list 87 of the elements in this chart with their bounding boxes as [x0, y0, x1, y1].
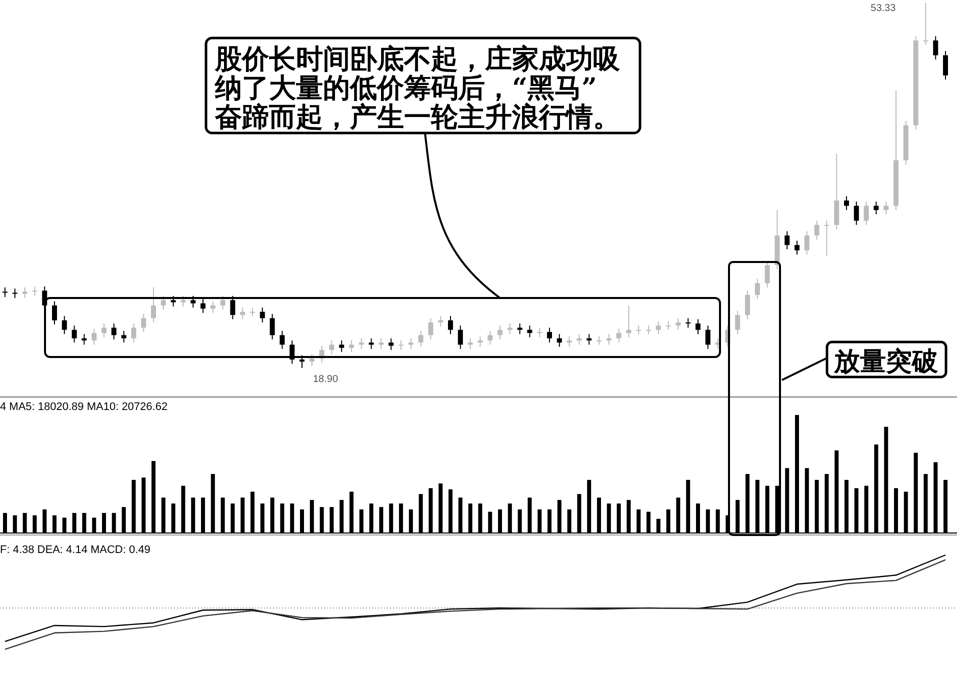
candlestick: [190, 295, 196, 308]
candlestick: [507, 322, 512, 335]
candlestick: [586, 334, 592, 346]
candlestick: [656, 320, 661, 335]
candlestick: [854, 201, 859, 226]
candlestick: [309, 354, 314, 366]
candlestick: [260, 307, 265, 323]
candlestick: [517, 322, 522, 335]
candlestick: [62, 316, 67, 335]
candlestick: [606, 334, 612, 346]
candlestick: [141, 313, 146, 332]
candlestick: [468, 338, 473, 350]
candlestick: [210, 300, 216, 314]
candlestick: [556, 334, 562, 348]
text: 4 MA5: 18020.89 MA10: 20726.62: [0, 401, 168, 413]
candlestick: [804, 230, 810, 256]
candlestick: [329, 340, 334, 355]
candlestick: [82, 334, 87, 346]
candlestick: [943, 50, 948, 80]
candlestick: [398, 340, 404, 350]
candlestick: [488, 330, 493, 346]
candlestick: [745, 290, 750, 320]
candlestick: [576, 334, 582, 346]
candlestick: [784, 230, 790, 250]
candlestick: [52, 300, 57, 326]
candlestick: [131, 322, 136, 344]
candlestick: [102, 322, 106, 338]
annotation: F: 4.38 DEA: 4.14 MACD: 0.49: [0, 544, 150, 556]
candlestick: [358, 338, 364, 350]
candlestick: [111, 322, 116, 340]
candlestick: [121, 330, 126, 344]
candlestick: [368, 338, 374, 350]
candlestick: [696, 318, 700, 335]
candlestick: [438, 316, 444, 328]
candlestick: [616, 328, 622, 344]
candlestick: [566, 336, 572, 348]
candlestick: [200, 298, 206, 314]
candlestick: [874, 201, 879, 215]
candlestick: [458, 325, 463, 350]
candlestick: [32, 286, 38, 296]
candlestick: [2, 286, 8, 298]
candlestick: [478, 336, 483, 348]
candlestick: [626, 304, 632, 338]
candlestick: [418, 330, 424, 348]
candlestick: [349, 340, 354, 353]
candlestick: [884, 201, 889, 215]
candlestick: [547, 327, 552, 344]
annotation: 股价长时间卧底不起，庄家成功吸纳了大量的低价筹码后，“黑马”奋蹄而起，产生一轮主升浪行情。: [214, 44, 621, 133]
candlestick: [428, 318, 434, 340]
candlestick: [12, 288, 18, 299]
candlestick: [794, 240, 800, 256]
candlestick: [754, 278, 760, 300]
candlestick: [824, 220, 830, 256]
candlestick: [498, 325, 502, 340]
candlestick: [270, 313, 275, 340]
candlestick: [527, 325, 532, 338]
candlestick: [686, 318, 691, 328]
candlestick: [22, 286, 28, 299]
candlestick: [537, 327, 542, 338]
candlestick: [92, 328, 97, 346]
candlestick: [220, 295, 226, 310]
candlestick: [151, 286, 156, 323]
candlestick: [280, 330, 285, 350]
text: 18.90: [313, 374, 338, 385]
candlestick: [388, 338, 394, 350]
candlestick: [705, 325, 710, 350]
candlestick: [230, 295, 236, 320]
candlestick: [764, 260, 770, 288]
candlestick: [814, 220, 820, 240]
candlestick: [408, 338, 414, 350]
candlestick: [240, 307, 246, 320]
annotation: 放量突破: [833, 347, 939, 377]
candlestick: [160, 295, 166, 310]
candlestick: [180, 295, 186, 308]
candlestick: [170, 295, 176, 308]
candlestick: [339, 340, 344, 353]
candlestick: [844, 196, 849, 211]
candlestick: [72, 325, 77, 344]
candlestick: [300, 354, 304, 368]
candlestick: [448, 316, 453, 335]
candlestick: [378, 338, 384, 350]
candlestick: [923, 2, 928, 46]
candlestick: [735, 310, 740, 335]
candlestick: [676, 318, 681, 330]
candlestick: [933, 36, 938, 60]
candlestick: [864, 201, 869, 226]
annotation: 53.33: [870, 3, 896, 14]
